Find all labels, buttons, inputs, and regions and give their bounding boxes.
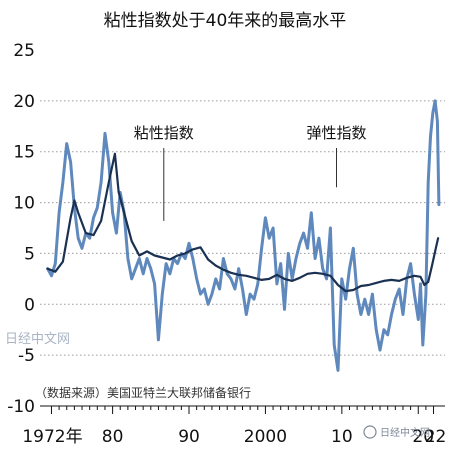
watermark: 日经中文网 [5,332,70,347]
y-tick-label: 0 [24,295,35,315]
chart-title: 粘性指数处于40年来的最高水平 [104,11,347,31]
series-line-sticky [46,152,440,293]
x-tick-label: 20 [412,427,434,447]
x-tick-label: 90 [178,427,200,447]
x-tick-label: 1972年 [22,427,82,447]
y-tick-label: -10 [7,397,35,417]
footer-watermark-text: 日经中文网 [380,426,430,439]
x-tick-label: 80 [102,427,124,447]
x-tick-label: 2000 [244,427,287,447]
y-tick-label: 15 [13,143,35,163]
y-tick-label: 20 [13,92,35,112]
x-tick-label: 10 [331,427,353,447]
y-tick-label: 5 [24,244,35,264]
y-tick-label: 10 [13,194,35,214]
y-tick-label: 25 [13,41,35,61]
annotation-flexible: 弹性指数 [306,124,366,142]
y-axis: 25 20 15 10 5 0 -5 -10 [7,41,35,417]
annotations: 粘性指数 弹性指数 [134,124,366,221]
annotation-sticky: 粘性指数 [134,124,194,142]
wechat-icon [363,425,377,439]
footer-watermark: 日经中文网 [363,425,430,439]
y-tick-label: -5 [18,346,35,366]
x-tick-label: 22 [425,427,447,447]
series-group [46,99,441,372]
gridlines [40,100,445,356]
source-note: （数据来源）美国亚特兰大联邦储备银行 [35,385,251,400]
series-line-flexible [46,99,441,372]
